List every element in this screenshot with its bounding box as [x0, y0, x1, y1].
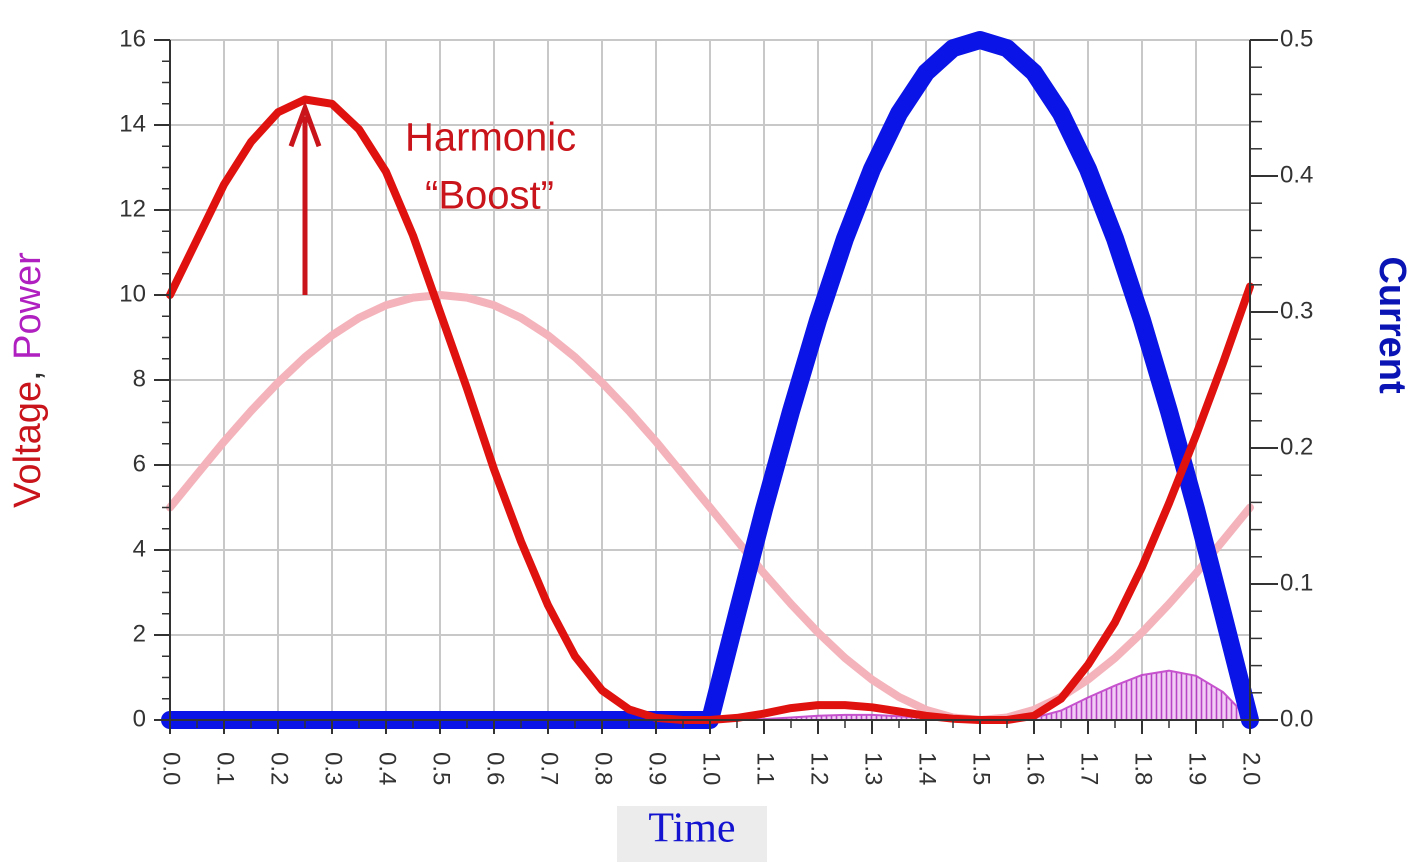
x-tick-label: 1.7 — [1076, 752, 1103, 785]
y2-tick-label: 0.3 — [1280, 297, 1313, 324]
annotation: Harmonic — [405, 116, 576, 160]
x-tick-label: 0.8 — [590, 752, 617, 785]
x-tick-label: 0.6 — [482, 752, 509, 785]
y2-tick-label: 0.2 — [1280, 433, 1313, 460]
x-tick-label: 1.9 — [1184, 752, 1211, 785]
axes: 0.0 0.1 0.2 0.3 0.4 0.5 0.6 0.7 0.8 0.9 1.0 1.1 1.2 1… — [119, 25, 1313, 785]
x-tick-label: 1.8 — [1130, 752, 1157, 785]
y-tick-label: 6 — [133, 450, 146, 477]
annotation: “Boost” — [425, 174, 554, 218]
x-tick-label: 0.4 — [374, 752, 401, 785]
y2-tick-label: 0.5 — [1280, 25, 1313, 52]
x-tick-label: 0.2 — [266, 752, 293, 785]
x-axis-title: Time — [648, 806, 735, 852]
y-tick-label: 4 — [133, 535, 146, 562]
y-tick-label: 10 — [119, 280, 146, 307]
y-tick-label: 2 — [133, 620, 146, 647]
y-tick-label: 0 — [133, 705, 146, 732]
x-tick-label: 1.1 — [752, 752, 779, 785]
x-tick-label: 0.9 — [644, 752, 671, 785]
x-tick-label: 1.0 — [698, 752, 725, 785]
x-tick-label: 0.5 — [428, 752, 455, 785]
x-tick-label: 0.7 — [536, 752, 563, 785]
y-axis-title: Voltage, Power — [7, 252, 49, 508]
y2-tick-label: 0.1 — [1280, 569, 1313, 596]
x-tick-label: 1.5 — [968, 752, 995, 785]
grid — [169, 39, 1251, 721]
y-axis-title-part: , — [7, 360, 49, 381]
y-axis-title-part: Power — [7, 252, 49, 360]
x-tick-label: 2.0 — [1238, 752, 1265, 785]
x-label-box — [617, 806, 767, 862]
x-tick-label: 1.6 — [1022, 752, 1049, 785]
y-axis-title-part: Voltage — [7, 381, 49, 508]
x-tick-label: 0.3 — [320, 752, 347, 785]
x-tick-label: 0.0 — [158, 752, 185, 785]
y2-tick-label: 0.4 — [1280, 161, 1313, 188]
x-tick-label: 1.4 — [914, 752, 941, 785]
x-tick-label: 1.3 — [860, 752, 887, 785]
y-tick-label: 12 — [119, 195, 146, 222]
y2-tick-label: 0.0 — [1280, 705, 1313, 732]
annotation-arrowhead — [288, 100, 322, 148]
y-tick-label: 8 — [133, 365, 146, 392]
x-tick-label: 1.2 — [806, 752, 833, 785]
y2-axis-title: Current — [1371, 256, 1413, 394]
y-tick-label: 16 — [119, 25, 146, 52]
x-tick-label: 0.1 — [212, 752, 239, 785]
y-tick-label: 14 — [119, 110, 146, 137]
